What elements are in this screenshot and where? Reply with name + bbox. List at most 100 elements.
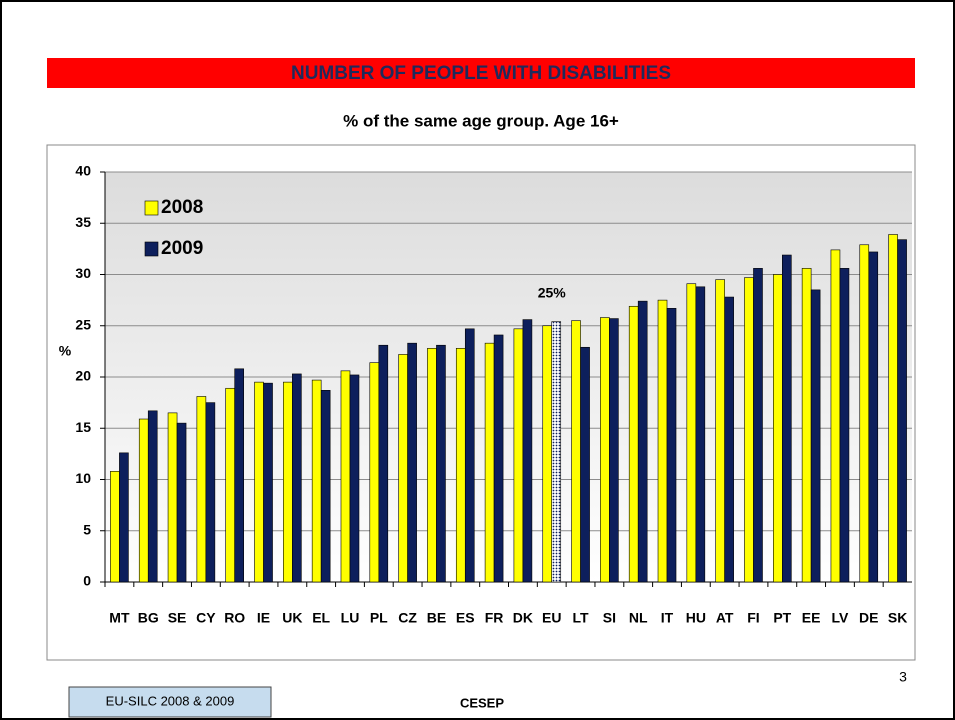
x-tick-label: CY [196,610,216,626]
bar [580,346,590,583]
y-tick-label: 5 [83,521,91,537]
legend-label: 2008 [161,197,203,218]
annotation: 25% [538,284,567,300]
x-tick-label: FR [485,610,504,626]
bar [340,370,351,583]
legend-swatch [144,200,159,216]
x-tick-label: PL [370,610,388,626]
bar [436,344,446,583]
bar [542,325,553,583]
bar [407,342,417,583]
bar [839,268,850,583]
x-tick-label: SK [888,610,907,626]
x-tick-label: EL [312,610,330,626]
bar [349,374,360,583]
bar [176,422,187,583]
bar [234,368,244,583]
bar [119,452,129,583]
y-tick-label: 30 [75,265,91,281]
bar [571,320,581,583]
x-tick-label: DE [859,610,878,626]
y-tick-label: 0 [83,573,91,589]
bar [744,277,754,583]
x-tick-label: AT [716,610,734,626]
x-tick-label: MT [109,610,130,626]
y-tick-label: 40 [75,163,91,179]
bar [369,362,380,583]
y-tick-label: 20 [75,368,91,384]
x-tick-label: SI [603,610,616,626]
x-tick-label: PT [773,610,791,626]
bar [225,387,235,583]
bar [637,300,648,583]
bar [724,296,734,583]
x-tick-label: LV [832,610,850,626]
bar [464,328,475,583]
bar [897,239,907,583]
x-tick-label: BG [138,610,159,626]
bar [753,268,763,583]
bar [484,342,495,583]
x-tick-label: IT [661,610,674,626]
bar [657,299,668,583]
bar [782,254,792,583]
bar [493,334,504,583]
y-tick-label: 15 [75,419,91,435]
bar [254,381,264,583]
bar [513,328,524,583]
bar [888,234,898,583]
chart-subtitle: % of the same age group. Age 16+ [343,111,619,130]
bar [810,289,821,583]
y-tick-label: 10 [75,470,91,486]
x-tick-label: BE [427,610,446,626]
x-tick-label: IE [257,610,270,626]
bar [600,317,610,583]
bar [427,347,437,583]
x-tick-label: ES [456,610,475,626]
x-tick-label: SE [168,610,187,626]
bar [830,249,841,583]
x-tick-label: LT [573,610,590,626]
bar [695,286,706,583]
x-tick-label: FI [747,610,759,626]
legend-label: 2009 [161,238,203,259]
bar [686,283,697,583]
bar [773,274,783,583]
bar [138,418,149,583]
x-tick-label: EU [542,610,561,626]
bar [147,410,158,583]
page-number: 3 [899,669,907,685]
bar [196,396,207,583]
bar [205,402,216,583]
chart-title: NUMBER OF PEOPLE WITH DISABILITIES [291,63,671,84]
legend-swatch [144,241,159,257]
bar [320,390,331,583]
bar [801,268,812,583]
y-tick-label: 35 [75,214,91,230]
bar [292,373,302,583]
bar [378,344,389,583]
bar [110,470,120,583]
bar [666,308,677,583]
bar [398,354,408,583]
x-tick-label: CZ [398,610,417,626]
bar [868,251,879,583]
x-tick-label: UK [282,610,302,626]
source-box [68,686,272,718]
x-tick-label: NL [629,610,648,626]
x-tick-label: RO [224,610,245,626]
bar [522,319,533,583]
bar [455,347,466,583]
bar [283,381,293,583]
bar [167,412,178,583]
x-tick-label: DK [513,610,533,626]
bar [311,379,322,583]
bar [263,382,273,583]
source-text: EU-SILC 2008 & 2009 [106,693,235,708]
bar [551,321,562,583]
title-bar [47,58,915,88]
bar [715,279,725,583]
organization: CESEP [460,695,504,710]
